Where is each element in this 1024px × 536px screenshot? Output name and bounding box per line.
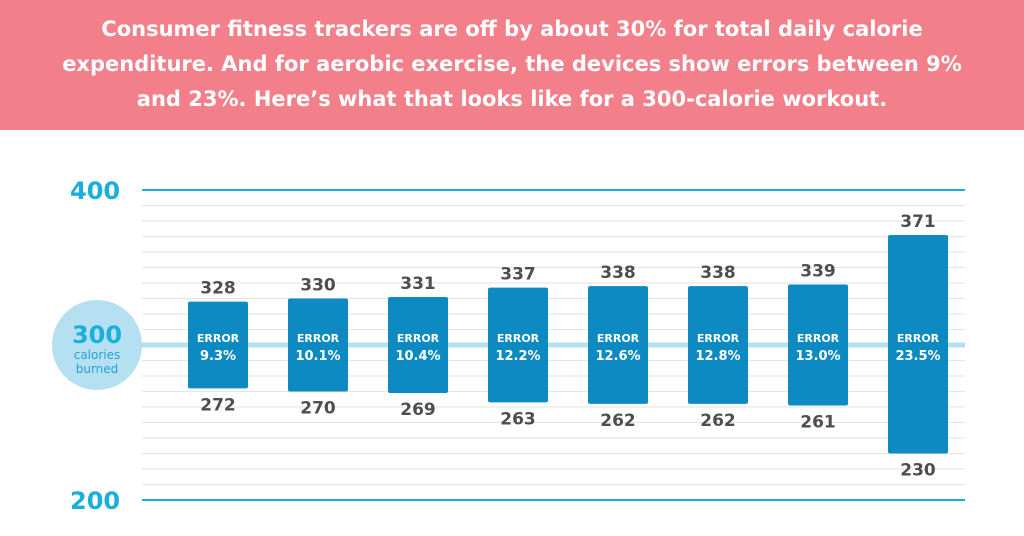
bar-low-label: 263 [500,409,536,429]
bar-low-label: 272 [200,395,236,415]
range-bar [688,286,748,404]
header-title: Consumer fitness trackers are off by abo… [62,17,962,111]
bar-low-label: 262 [700,411,736,431]
bar-low-label: 262 [600,411,636,431]
reference-sublabel: burned [76,362,119,376]
gridlines [142,189,965,501]
bar-error-value: 10.1% [295,349,340,364]
bar-high-label: 371 [900,212,936,232]
range-bar [588,286,648,404]
bar-error-label: ERROR [297,332,340,345]
reference-value-label: 300 [72,321,122,349]
range-bar [288,298,348,392]
bar-low-label: 270 [300,399,336,419]
bar-error-value: 9.3% [200,349,236,364]
range-bar [888,234,948,454]
bar-high-label: 338 [600,263,636,283]
bar-error-value: 12.2% [495,349,540,364]
bar-error-label: ERROR [797,332,840,345]
labels: 400 200 328 272 ERROR 9.3% 330 270 ERROR 10.1% 331… [70,177,941,515]
bar-high-label: 339 [800,262,836,282]
bar-error-value: 23.5% [895,349,940,364]
header-banner: Consumer fitness trackers are off by abo… [0,0,1024,130]
bar-high-label: 331 [400,274,436,294]
range-bar [388,296,448,394]
bar-high-label: 337 [500,265,536,285]
reference-sublabel: calories [74,348,121,362]
bar-high-label: 338 [700,263,736,283]
bar-low-label: 269 [400,400,436,420]
bar-low-label: 230 [900,461,936,481]
bar-error-label: ERROR [897,332,940,345]
y-tick-label: 400 [70,177,120,205]
y-tick-label: 200 [70,487,120,515]
bar-error-value: 12.8% [695,349,740,364]
bars [188,234,948,454]
bar-error-value: 13.0% [795,349,840,364]
range-bar [788,284,848,406]
reference-circle [52,300,142,390]
bar-error-label: ERROR [697,332,740,345]
range-bar [488,287,548,403]
bar-error-label: ERROR [497,332,540,345]
bar-error-value: 10.4% [395,349,440,364]
range-bar [188,301,248,389]
bar-error-label: ERROR [397,332,440,345]
bar-high-label: 330 [300,276,336,296]
bar-low-label: 261 [800,412,836,432]
bar-error-label: ERROR [597,332,640,345]
bar-high-label: 328 [200,279,236,299]
bar-error-label: ERROR [197,332,240,345]
bar-error-value: 12.6% [595,349,640,364]
